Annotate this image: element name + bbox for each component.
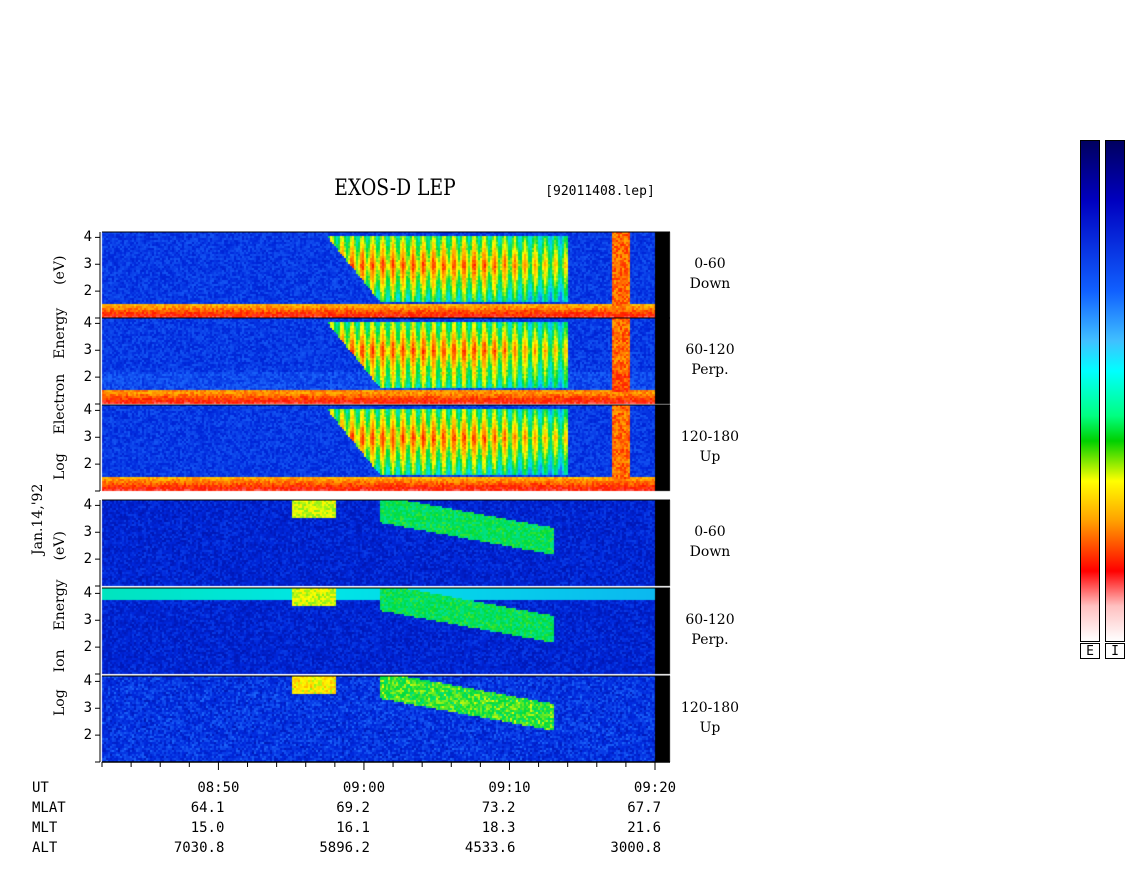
- y-tick-label: 2: [83, 456, 92, 473]
- panel-label: 0-60 Down: [660, 254, 760, 294]
- orbit-row-value: 4533.6: [464, 840, 516, 856]
- panel-pitch-angle: 120-180: [680, 700, 740, 716]
- ion-axis-label: Log Ion Energy (eV): [52, 531, 68, 716]
- y-tick-label: 3: [83, 256, 92, 273]
- orbit-row-value: 5896.2: [319, 840, 370, 856]
- colorbar-label: E: [1080, 643, 1100, 659]
- y-tick-label: 2: [83, 727, 92, 744]
- x-tick-label: 08:50: [197, 780, 240, 796]
- y-tick-label: 3: [83, 612, 92, 629]
- panel-direction: Down: [689, 276, 731, 292]
- y-tick-label: 4: [83, 673, 92, 690]
- orbit-row-value: 18.3: [481, 820, 516, 836]
- electron-axis-label: Log Electron Energy (eV): [52, 256, 68, 480]
- orbit-row-label: ALT: [32, 840, 58, 856]
- panel-label: 60-120 Perp.: [660, 610, 760, 650]
- panel-direction: Up: [699, 720, 721, 736]
- y-tick-label: 3: [83, 342, 92, 359]
- panel-pitch-angle: 0-60: [694, 256, 726, 272]
- y-tick-label: 4: [83, 315, 92, 332]
- panel-pitch-angle: 60-120: [685, 342, 735, 358]
- orbit-row-value: 69.2: [336, 800, 370, 816]
- y-tick-label: 4: [83, 585, 92, 602]
- panel-pitch-angle: 0-60: [694, 524, 726, 540]
- orbit-row-value: 64.1: [190, 800, 225, 816]
- orbit-row-value: 7030.8: [173, 840, 225, 856]
- y-tick-label: 3: [83, 700, 92, 717]
- orbit-row-value: 15.0: [190, 820, 225, 836]
- x-tick-label: 09:10: [488, 780, 531, 796]
- panel-pitch-angle: 120-180: [680, 429, 740, 445]
- orbit-row-value: 3000.8: [610, 840, 661, 856]
- ion-axis-log: Log: [52, 689, 68, 716]
- panel-pitch-angle: 60-120: [685, 612, 735, 628]
- file-label: [92011408.lep]: [545, 184, 655, 199]
- y-tick-label: 2: [83, 283, 92, 300]
- orbit-row-value: 21.6: [627, 820, 661, 836]
- y-tick-label: 4: [83, 402, 92, 419]
- orbit-row-value: 16.1: [336, 820, 370, 836]
- orbit-row-value: 67.7: [627, 800, 661, 816]
- panel-label: 120-180 Up: [660, 698, 760, 738]
- panel-direction: Down: [689, 544, 731, 560]
- date-label: Jan.14,'92: [30, 483, 46, 555]
- panel-label: 60-120 Perp.: [660, 340, 760, 380]
- electron-axis-species: Electron: [52, 373, 68, 435]
- orbit-row-label: UT: [32, 780, 49, 796]
- panel-direction: Up: [699, 449, 721, 465]
- orbit-row-value: 73.2: [481, 800, 516, 816]
- orbit-row-label: MLT: [32, 820, 58, 836]
- y-tick-label: 2: [83, 551, 92, 568]
- y-tick-label: 3: [83, 429, 92, 446]
- y-tick-label: 4: [83, 229, 92, 246]
- colorbar-e: [1080, 140, 1100, 642]
- spectrogram-canvas: [100, 230, 700, 762]
- colorbar-label: I: [1105, 643, 1125, 659]
- ion-axis-unit: (eV): [52, 531, 68, 561]
- panel-direction: Perp.: [691, 362, 729, 378]
- x-tick-label: 09:20: [633, 780, 677, 796]
- y-tick-label: 4: [83, 497, 92, 514]
- orbit-row-label: MLAT: [32, 800, 66, 816]
- panel-direction: Perp.: [691, 632, 729, 648]
- electron-axis-unit: (eV): [52, 255, 68, 285]
- ion-axis-species: Ion: [52, 649, 68, 673]
- y-tick-label: 3: [83, 524, 92, 541]
- y-tick-label: 2: [83, 639, 92, 656]
- panel-label: 120-180 Up: [660, 427, 760, 467]
- x-tick-label: 09:00: [342, 780, 386, 796]
- panel-label: 0-60 Down: [660, 522, 760, 562]
- y-tick-label: 2: [83, 369, 92, 386]
- colorbar-i: [1105, 140, 1125, 642]
- electron-axis-energy: Energy: [52, 307, 68, 359]
- ion-axis-energy: Energy: [52, 579, 68, 631]
- chart-title: EXOS-D LEP: [334, 176, 456, 201]
- electron-axis-log: Log: [52, 453, 68, 480]
